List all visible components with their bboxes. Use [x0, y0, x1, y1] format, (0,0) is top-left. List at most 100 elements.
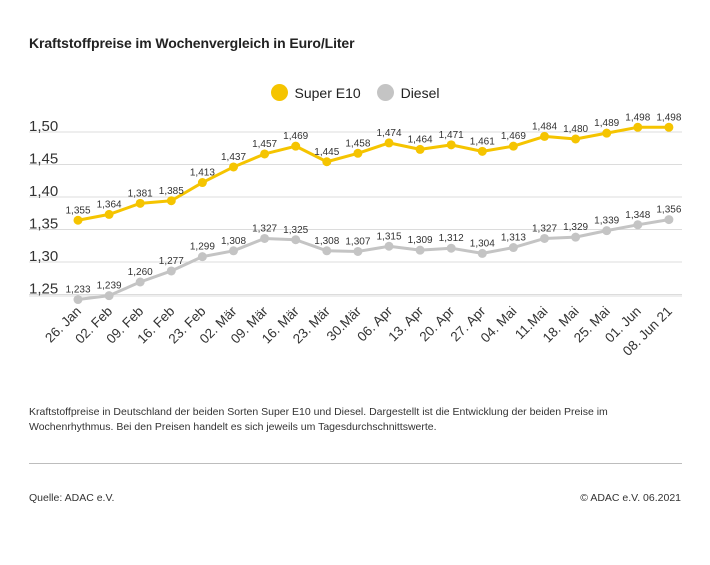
- data-label: 1,329: [563, 222, 588, 233]
- data-label: 1,348: [625, 210, 650, 221]
- data-label: 1,469: [283, 131, 308, 142]
- data-label: 1,364: [97, 199, 122, 210]
- data-point: [322, 157, 332, 167]
- data-label: 1,498: [625, 112, 650, 123]
- data-point: [322, 246, 332, 256]
- legend: Super E10 Diesel: [0, 84, 710, 104]
- data-label: 1,381: [128, 188, 153, 199]
- y-tick-label: 1,45: [29, 151, 58, 168]
- data-point: [602, 128, 612, 138]
- data-point: [664, 122, 674, 132]
- data-label: 1,356: [656, 205, 681, 216]
- y-tick-label: 1,25: [29, 281, 58, 298]
- data-label: 1,308: [221, 236, 246, 247]
- data-label: 1,445: [314, 147, 339, 158]
- series-line-diesel: [77, 218, 670, 302]
- data-label: 1,469: [501, 131, 526, 142]
- data-label: 1,458: [345, 138, 370, 149]
- legend-label-super-e10: Super E10: [294, 84, 361, 101]
- data-point: [571, 232, 581, 242]
- data-label: 1,464: [408, 134, 433, 145]
- data-label: 1,437: [221, 152, 246, 163]
- data-point: [664, 215, 674, 225]
- data-point: [477, 248, 487, 258]
- data-point: [260, 149, 270, 159]
- data-label: 1,327: [252, 223, 277, 234]
- data-label: 1,315: [376, 231, 401, 242]
- data-point: [384, 241, 394, 251]
- data-label: 1,304: [470, 238, 495, 249]
- data-label: 1,471: [439, 130, 464, 141]
- data-label: 1,233: [65, 285, 90, 296]
- line-chart: 1,25 1,30 1,35 1,40 1,45 1,50 1,355 1,364 1,381 1…: [29, 112, 682, 359]
- data-point: [260, 233, 270, 243]
- data-point: [602, 226, 612, 236]
- data-label: 1,325: [283, 225, 308, 236]
- data-point: [73, 295, 83, 305]
- data-label: 1,239: [97, 281, 122, 292]
- series-line-super-e10: [77, 125, 669, 222]
- data-point: [508, 141, 518, 151]
- data-label: 1,484: [532, 121, 557, 132]
- data-point: [477, 146, 487, 156]
- data-label: 1,260: [128, 267, 153, 278]
- footer-divider: [29, 463, 682, 464]
- data-point: [135, 198, 145, 208]
- data-point: [197, 178, 207, 188]
- data-point: [353, 246, 363, 256]
- data-point: [446, 140, 456, 150]
- legend-label-diesel: Diesel: [400, 84, 440, 101]
- chart-title: Kraftstoffpreise im Wochenvergleich in E…: [29, 35, 355, 51]
- data-point: [166, 196, 176, 206]
- y-tick-label: 1,30: [29, 248, 58, 265]
- data-point: [229, 246, 238, 256]
- data-point: [633, 220, 643, 230]
- copyright-note: © ADAC e.V. 06.2021: [580, 492, 681, 504]
- data-label: 1,307: [345, 236, 370, 247]
- data-label: 1,413: [190, 168, 215, 179]
- data-label: 1,312: [439, 233, 464, 244]
- data-label: 1,480: [563, 124, 588, 135]
- data-point: [384, 138, 394, 148]
- data-point: [135, 277, 145, 287]
- data-label: 1,309: [408, 235, 433, 246]
- y-tick-label: 1,35: [29, 216, 58, 233]
- y-tick-label: 1,40: [29, 183, 58, 200]
- chart-description: Kraftstoffpreise in Deutschland der beid…: [29, 406, 608, 433]
- data-point: [415, 144, 425, 154]
- data-point: [73, 215, 83, 225]
- data-label: 1,474: [376, 128, 401, 139]
- data-point: [540, 131, 549, 141]
- data-label: 1,277: [159, 256, 184, 267]
- data-label: 1,299: [190, 242, 215, 253]
- legend-marker-super-e10: [270, 84, 288, 101]
- source-note: Quelle: ADAC e.V.: [29, 492, 115, 504]
- data-point: [197, 252, 207, 262]
- data-point: [415, 245, 425, 255]
- data-point: [571, 134, 581, 144]
- data-label: 1,327: [532, 223, 557, 234]
- data-label: 1,457: [252, 139, 277, 150]
- data-point: [633, 122, 643, 132]
- legend-item-super-e10: Super E10: [270, 84, 361, 101]
- legend-marker-diesel: [376, 84, 394, 101]
- data-label: 1,461: [470, 136, 495, 147]
- data-label: 1,308: [314, 236, 339, 247]
- data-label: 1,385: [159, 186, 184, 197]
- data-point: [508, 243, 518, 253]
- data-label: 1,489: [594, 118, 619, 129]
- data-point: [291, 141, 301, 151]
- y-tick-label: 1,50: [29, 118, 58, 135]
- data-label: 1,355: [65, 205, 90, 216]
- legend-item-diesel: Diesel: [376, 84, 440, 101]
- data-point: [540, 233, 549, 243]
- data-label: 1,498: [656, 112, 681, 123]
- data-label: 1,339: [594, 216, 619, 227]
- data-point: [353, 148, 363, 158]
- data-point: [104, 291, 114, 301]
- data-point: [229, 162, 238, 172]
- data-point: [166, 266, 176, 276]
- data-label: 1,313: [501, 233, 526, 244]
- data-point: [291, 235, 301, 245]
- data-point: [446, 243, 456, 253]
